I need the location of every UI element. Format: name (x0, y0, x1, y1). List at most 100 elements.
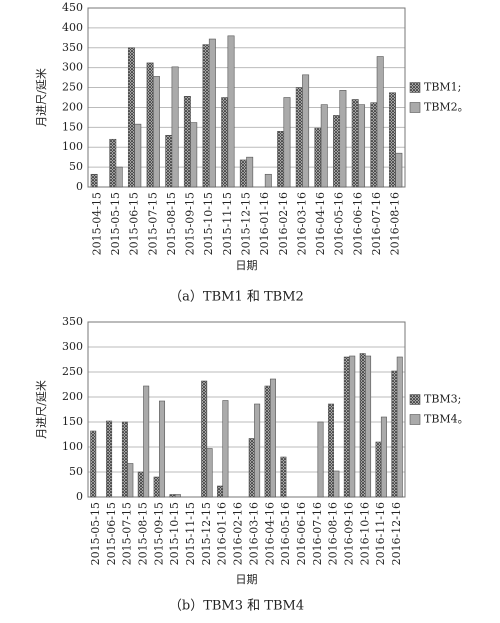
bar (171, 66, 179, 188)
bar (339, 90, 347, 188)
bar (280, 456, 287, 498)
x-tick-label: 2016-06-16 (351, 192, 364, 255)
y-tick-label: 300 (62, 61, 83, 74)
bar (159, 400, 166, 498)
bar (153, 476, 160, 498)
y-tick-label: 300 (62, 340, 83, 353)
bar (359, 353, 366, 498)
x-tick-label: 2015-11-15 (184, 502, 197, 565)
x-axis-label: 日期 (236, 259, 258, 272)
bar (349, 355, 356, 498)
bar (314, 127, 322, 188)
bar (365, 355, 372, 498)
bar (389, 92, 396, 188)
y-tick-label: 150 (62, 415, 83, 428)
chart-title: （b）TBM3 和 TBM4 (169, 599, 304, 614)
y-tick-label: 0 (76, 180, 83, 193)
bar (295, 87, 303, 188)
x-tick-label: 2015-07-15 (121, 502, 134, 565)
bar (351, 99, 359, 188)
bar (174, 494, 181, 498)
bar (183, 96, 191, 188)
bar (90, 173, 98, 188)
bar (317, 421, 324, 498)
bar (333, 115, 341, 188)
x-tick-label: 2016-01-16 (216, 502, 229, 565)
bar (127, 47, 135, 188)
bar (391, 370, 398, 498)
x-tick-label: 2016-12-16 (390, 502, 403, 565)
y-tick-label: 250 (62, 365, 83, 378)
bar (358, 104, 366, 188)
x-tick-label: 2015-10-15 (168, 502, 181, 565)
bar (201, 380, 208, 498)
bar (375, 441, 382, 498)
plot-frame (87, 321, 406, 498)
bar (269, 378, 276, 498)
bar (121, 421, 128, 498)
x-tick-label: 2015-05-15 (109, 192, 122, 255)
bar (302, 74, 310, 188)
x-tick-label: 2016-02-16 (277, 192, 290, 255)
bar (134, 123, 142, 188)
y-tick-label: 100 (62, 140, 83, 153)
y-tick-label: 350 (62, 41, 83, 54)
y-tick-label: 150 (62, 120, 83, 133)
y-tick-label: 350 (62, 315, 83, 328)
x-tick-label: 2016-07-16 (370, 192, 383, 255)
x-tick-label: 2015-08-15 (136, 502, 149, 565)
bar (202, 44, 210, 188)
x-tick-label: 2016-07-16 (311, 502, 324, 565)
bar (327, 403, 334, 498)
x-tick-label: 2015-05-15 (89, 502, 102, 565)
bar (165, 134, 173, 188)
bar (221, 97, 229, 188)
x-tick-label: 2016-09-16 (343, 502, 356, 565)
bar (395, 152, 403, 188)
legend-swatch (409, 82, 421, 93)
bar (264, 173, 272, 188)
x-tick-label: 2016-06-16 (295, 502, 308, 565)
bar (206, 448, 213, 498)
bar (396, 356, 403, 498)
x-tick-label: 2016-03-16 (295, 192, 308, 255)
bar (227, 35, 235, 188)
bar (217, 485, 224, 498)
legend-label: TBM3; (424, 393, 461, 406)
bar (137, 471, 144, 498)
legend-label: TBM4。 (424, 413, 469, 426)
bar (283, 97, 291, 188)
x-tick-label: 2016-03-16 (247, 502, 260, 565)
y-axis-label: 月进尺/延米 (35, 380, 48, 439)
legend-label: TBM2。 (424, 101, 469, 114)
bar (343, 356, 350, 498)
chart-title: （a）TBM1 和 TBM2 (169, 290, 304, 305)
bar (222, 400, 229, 498)
x-tick-label: 2015-12-15 (200, 502, 213, 565)
x-tick-label: 2015-12-15 (240, 192, 253, 255)
x-tick-label: 2016-02-16 (232, 502, 245, 565)
bar (320, 104, 328, 188)
bar (370, 102, 378, 188)
bar (248, 438, 255, 498)
x-tick-label: 2015-07-15 (146, 192, 159, 255)
x-tick-label: 2016-11-16 (374, 502, 387, 565)
x-axis-label: 日期 (236, 573, 258, 586)
y-tick-label: 50 (69, 465, 83, 478)
bar (380, 416, 387, 498)
bar (109, 138, 117, 188)
y-tick-label: 400 (62, 21, 83, 34)
x-tick-label: 2015-09-15 (184, 192, 197, 255)
bar (169, 494, 176, 498)
bar (115, 166, 123, 188)
x-tick-label: 2016-08-16 (327, 502, 340, 565)
legend-swatch (409, 102, 421, 113)
bar (90, 430, 97, 498)
x-tick-label: 2016-08-16 (389, 192, 402, 255)
x-tick-label: 2015-06-15 (128, 192, 141, 255)
x-tick-label: 2015-06-15 (105, 502, 118, 565)
x-tick-label: 2016-04-16 (263, 502, 276, 565)
x-tick-label: 2015-04-15 (90, 192, 103, 255)
y-tick-label: 200 (62, 100, 83, 113)
